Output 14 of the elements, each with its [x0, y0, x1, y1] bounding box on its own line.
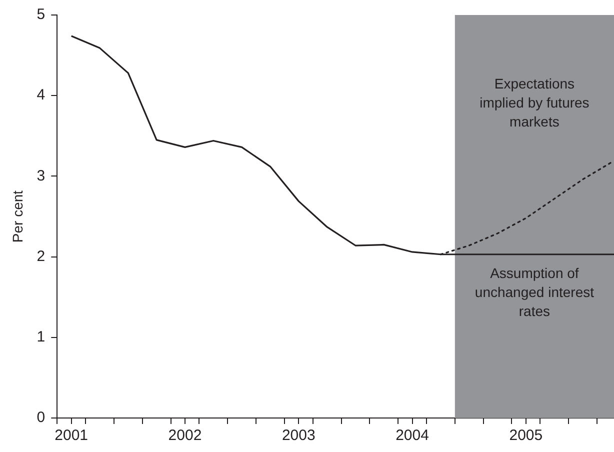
annotation: Expectations implied by futures markets [480, 76, 590, 130]
x-tick-label: 2002 [168, 427, 202, 444]
y-tick-label: 0 [36, 409, 46, 426]
y-tick-label: 1 [36, 328, 46, 346]
x-tick-label: 2003 [282, 427, 316, 444]
y-tick-label: 4 [36, 86, 46, 104]
x-tick-label: 2005 [509, 427, 543, 444]
y-tick-label: 2 [36, 248, 46, 265]
y-tick-label: 5 [36, 6, 46, 24]
y-axis-title: Per cent [9, 190, 26, 243]
x-tick-label: 2004 [396, 427, 429, 444]
x-tick-label: 2001 [54, 427, 88, 444]
y-tick-label: 3 [36, 167, 46, 184]
annotation: Assumption of unchanged interest rates [474, 264, 594, 319]
